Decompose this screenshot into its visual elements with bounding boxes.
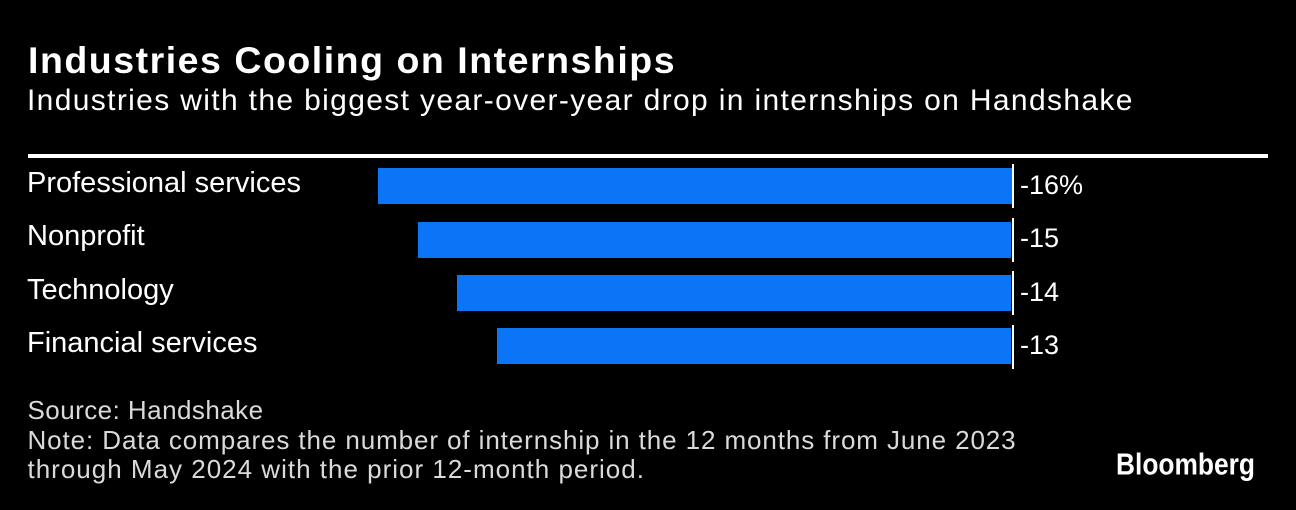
svg-text:Bloomberg: Bloomberg [1116, 448, 1255, 482]
